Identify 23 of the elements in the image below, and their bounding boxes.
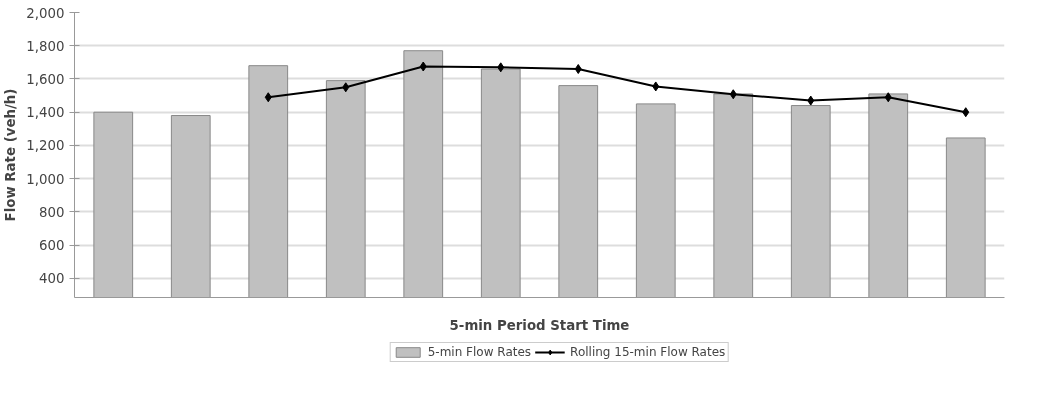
point bbox=[729, 89, 737, 100]
point bbox=[264, 92, 272, 103]
y-tick-label: 2,000 bbox=[26, 5, 65, 21]
point bbox=[807, 95, 815, 106]
point bbox=[652, 81, 660, 92]
legend-label: 5-min Flow Rates bbox=[427, 345, 532, 359]
point bbox=[884, 92, 892, 103]
legend-label: Rolling 15-min Flow Rates bbox=[570, 345, 726, 359]
point bbox=[342, 82, 350, 93]
y-tick-label: 1,400 bbox=[26, 105, 65, 121]
y-tick-label: 1,000 bbox=[26, 171, 65, 187]
y-tick-label: 600 bbox=[39, 238, 65, 254]
point bbox=[962, 107, 970, 118]
x-axis-title: 5-min Period Start Time bbox=[449, 317, 630, 333]
y-tick-label: 1,800 bbox=[26, 38, 65, 54]
y-tick-label: 800 bbox=[39, 204, 65, 220]
y-tick-label: 400 bbox=[39, 271, 65, 287]
y-tick-label: 1,200 bbox=[26, 138, 65, 154]
point bbox=[574, 64, 582, 74]
y-tick-label: 1,600 bbox=[26, 71, 65, 87]
y-axis-title: Flow Rate (veh/h) bbox=[3, 88, 19, 222]
point bbox=[497, 62, 505, 73]
point bbox=[419, 61, 427, 72]
